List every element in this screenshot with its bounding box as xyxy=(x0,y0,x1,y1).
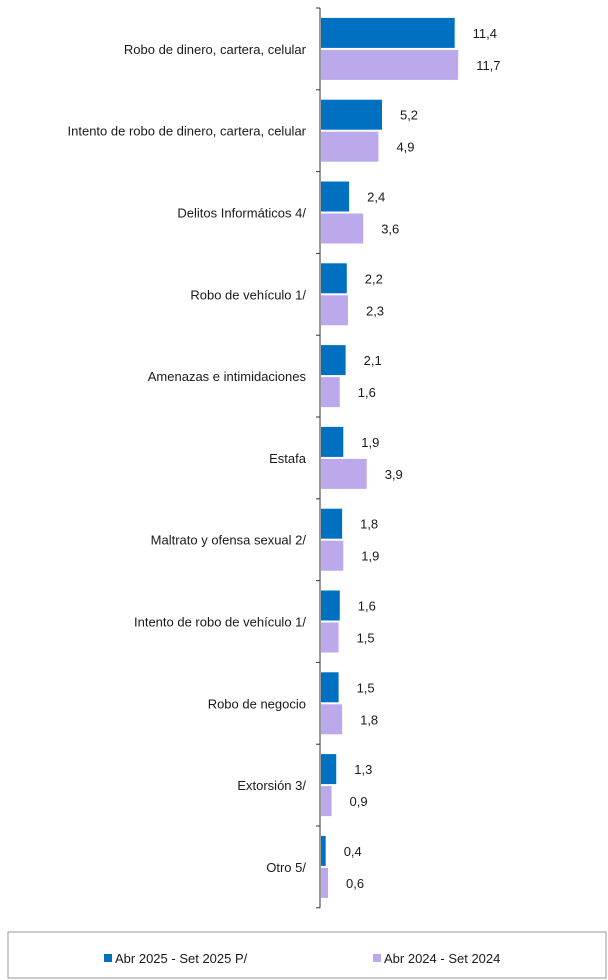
bar-2025 xyxy=(321,672,339,703)
legend-swatch xyxy=(104,954,112,962)
category-labels: Robo de dinero, cartera, celular Intento … xyxy=(68,42,307,875)
data-label: 3,9 xyxy=(385,467,403,482)
category-label: Robo de negocio xyxy=(208,696,306,711)
data-label: 1,6 xyxy=(358,385,376,400)
data-label: 3,6 xyxy=(381,222,399,237)
legend-label: Abr 2025 - Set 2025 P/ xyxy=(115,951,248,966)
category-label: Intento de robo de dinero, cartera, celu… xyxy=(68,124,307,139)
bar-2025 xyxy=(321,345,346,376)
bar-2025 xyxy=(321,181,350,212)
bar-2024 xyxy=(321,295,348,326)
data-label: 1,6 xyxy=(358,599,376,614)
bar-2024 xyxy=(321,540,344,571)
bar-2025 xyxy=(321,426,344,457)
bar-2024 xyxy=(321,213,364,244)
category-label: Estafa xyxy=(269,451,307,466)
bars xyxy=(321,17,459,898)
bar-2025 xyxy=(321,17,455,48)
data-label: 11,4 xyxy=(473,26,497,41)
category-label: Extorsión 3/ xyxy=(237,778,306,793)
bar-2025 xyxy=(321,263,347,294)
value-labels: 11,4 11,7 5,2 4,9 2,4 3,6 2,2 2,3 2,1 1,6 1,9 3,9 1,… xyxy=(344,26,501,891)
category-label: Otro 5/ xyxy=(266,860,306,875)
legend-swatch xyxy=(373,954,381,962)
bar-2024 xyxy=(321,622,339,653)
data-label: 1,5 xyxy=(357,631,375,646)
data-label: 2,4 xyxy=(367,190,385,205)
data-label: 0,9 xyxy=(350,794,368,809)
category-label: Robo de vehículo 1/ xyxy=(190,287,306,302)
data-label: 5,2 xyxy=(400,108,418,123)
data-label: 1,5 xyxy=(357,680,375,695)
bar-2025 xyxy=(321,754,337,785)
bar-2024 xyxy=(321,867,329,898)
data-label: 2,1 xyxy=(364,353,382,368)
category-label: Delitos Informáticos 4/ xyxy=(177,206,306,221)
data-label: 4,9 xyxy=(396,140,414,155)
category-label: Robo de dinero, cartera, celular xyxy=(124,42,307,57)
bar-2024 xyxy=(321,377,340,408)
bar-2024 xyxy=(321,704,343,735)
bar-2025 xyxy=(321,99,382,130)
bar-2025 xyxy=(321,590,340,621)
data-label: 0,4 xyxy=(344,844,362,859)
axis-ticks xyxy=(316,7,320,909)
data-label: 0,6 xyxy=(346,876,364,891)
bar-2025 xyxy=(321,508,343,539)
legend-label: Abr 2024 - Set 2024 xyxy=(384,951,500,966)
bar-2024 xyxy=(321,786,332,817)
data-label: 1,3 xyxy=(354,762,372,777)
legend xyxy=(7,931,607,979)
legend-items: Abr 2025 - Set 2025 P/Abr 2024 - Set 202… xyxy=(104,951,500,966)
bar-2025 xyxy=(321,835,326,866)
category-label: Maltrato y ofensa sexual 2/ xyxy=(151,533,307,548)
category-label: Intento de robo de vehículo 1/ xyxy=(134,615,306,630)
data-label: 1,9 xyxy=(361,549,379,564)
bar-2024 xyxy=(321,49,459,80)
bar-2024 xyxy=(321,458,367,489)
data-label: 1,9 xyxy=(361,435,379,450)
data-label: 2,2 xyxy=(365,271,383,286)
bar-2024 xyxy=(321,131,379,162)
category-label: Amenazas e intimidaciones xyxy=(148,369,307,384)
data-label: 11,7 xyxy=(476,58,500,73)
data-label: 1,8 xyxy=(360,517,378,532)
data-label: 1,8 xyxy=(360,712,378,727)
data-label: 2,3 xyxy=(366,303,384,318)
